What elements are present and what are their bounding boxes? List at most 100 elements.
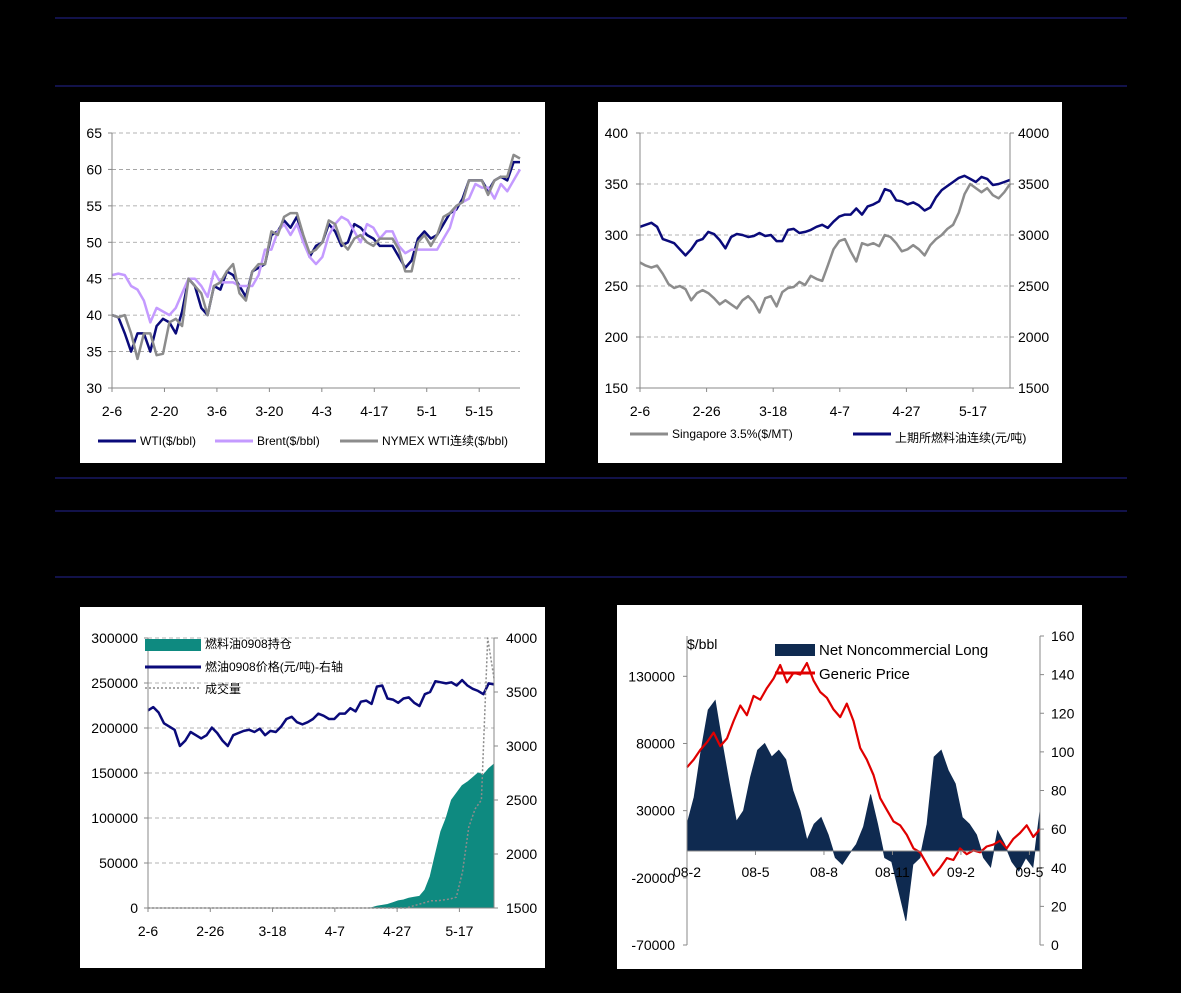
series-line-2 xyxy=(111,153,521,361)
y-tick-label-right: 0 xyxy=(1051,937,1059,953)
legend-label: NYMEX WTI连续($/bbl) xyxy=(382,433,508,448)
y-tick-label-left: 130000 xyxy=(628,668,675,684)
y-tick-label-right: 3000 xyxy=(506,738,537,754)
legend-label: 燃油0908价格(元/吨)-右轴 xyxy=(205,659,343,674)
y-tick-label-right: 140 xyxy=(1051,667,1075,683)
y-tick-label-right: 1500 xyxy=(1018,380,1049,396)
y-tick-label-left: 200000 xyxy=(91,720,138,736)
legend-label: 上期所燃料油连续(元/吨) xyxy=(895,430,1026,445)
y-tick-label-left: -70000 xyxy=(631,937,675,953)
y-tick-label-right: 2500 xyxy=(1018,278,1049,294)
legend-label: Generic Price xyxy=(819,666,910,683)
y-tick-label-left: 350 xyxy=(605,176,629,192)
y-tick-label-left: 200 xyxy=(605,329,629,345)
chart-net-noncommercial-long: -70000 -20000 30000 80000 130000 0 20 40 60 80 100… xyxy=(617,605,1082,969)
x-tick-label: 4-7 xyxy=(830,403,850,419)
header-rule-1 xyxy=(55,17,1127,19)
y-tick-label-left: 250 xyxy=(605,278,629,294)
x-tick-label: 3-18 xyxy=(759,403,787,419)
y-tick-label-right: 2000 xyxy=(1018,329,1049,345)
x-tick-label: 09-2 xyxy=(947,864,975,880)
x-tick-label: 08-8 xyxy=(810,864,838,880)
y-tick-label-left: 100000 xyxy=(91,810,138,826)
y-tick-label-right: 2500 xyxy=(506,792,537,808)
y-tick-label-right: 20 xyxy=(1051,898,1067,914)
x-tick-label: 4-3 xyxy=(312,403,332,419)
chart-crude-oil-prices: 30 35 40 45 50 55 60 65 2-6 2-20 3-6 3-20 4-3 4-17 5-1… xyxy=(80,102,545,463)
x-tick-label: 09-5 xyxy=(1015,864,1043,880)
series-line-0 xyxy=(639,182,1012,314)
y-tick-label-right: 60 xyxy=(1051,821,1067,837)
x-tick-label: 2-6 xyxy=(630,403,650,419)
legend-swatch xyxy=(145,639,201,651)
y-tick-label-right: 3500 xyxy=(1018,176,1049,192)
x-tick-label: 4-27 xyxy=(892,403,920,419)
legend-label: 成交量 xyxy=(205,681,241,696)
x-tick-label: 3-20 xyxy=(255,403,283,419)
y-tick-label-right: 40 xyxy=(1051,860,1067,876)
y-tick-label-left: 80000 xyxy=(636,735,675,751)
chart-fuel-oil-prices: 150 200 250 300 350 400 1500 2000 2500 3000 3500 40… xyxy=(598,102,1062,463)
y-tick-label-left: 30 xyxy=(86,380,102,396)
y-tick-label-left: 150 xyxy=(605,380,629,396)
x-tick-label: 08-11 xyxy=(875,864,910,880)
y-tick-label-left: 55 xyxy=(86,198,102,214)
chart-svg: 0 50000 100000 150000 200000 250000 300000 1500… xyxy=(91,630,537,939)
y-tick-label-left: 150000 xyxy=(91,765,138,781)
series-area-0 xyxy=(148,763,495,909)
y-tick-label-right: 3500 xyxy=(506,684,537,700)
y-tick-label-left: 40 xyxy=(86,307,102,323)
section-rule-1 xyxy=(55,477,1127,479)
x-tick-label: 5-15 xyxy=(465,403,493,419)
series-area-0 xyxy=(686,699,1041,921)
y-tick-label-left: 30000 xyxy=(636,803,675,819)
chart-svg: 30 35 40 45 50 55 60 65 2-6 2-20 3-6 3-20 4-3 4-17 5-1… xyxy=(86,125,522,448)
y-tick-label-left: 65 xyxy=(86,125,102,141)
header-rule-2 xyxy=(55,85,1127,87)
chart-fuel-oil-0908-positions: 0 50000 100000 150000 200000 250000 300000 1500… xyxy=(80,607,545,968)
y-tick-label-left: -20000 xyxy=(631,870,675,886)
y-tick-label-left: 300000 xyxy=(91,630,138,646)
legend-label: Brent($/bbl) xyxy=(257,434,320,448)
y-tick-label-right: 80 xyxy=(1051,783,1067,799)
y-tick-label-right: 100 xyxy=(1051,744,1075,760)
x-tick-label: 4-27 xyxy=(383,923,411,939)
x-tick-label: 4-7 xyxy=(325,923,345,939)
y-tick-label-right: 120 xyxy=(1051,705,1075,721)
y-tick-label-left: 250000 xyxy=(91,675,138,691)
y-tick-label-right: 3000 xyxy=(1018,227,1049,243)
y-tick-label-left: 50 xyxy=(86,234,102,250)
y-tick-label-left: 60 xyxy=(86,161,102,177)
y-axis-label: $/bbl xyxy=(687,636,717,652)
y-tick-label-right: 1500 xyxy=(506,900,537,916)
x-tick-label: 2-6 xyxy=(138,923,158,939)
x-tick-label: 5-1 xyxy=(417,403,437,419)
y-tick-label-left: 300 xyxy=(605,227,629,243)
x-tick-label: 3-18 xyxy=(259,923,287,939)
x-tick-label: 2-20 xyxy=(150,403,178,419)
legend-label: Net Noncommercial Long xyxy=(819,642,988,659)
x-tick-label: 2-6 xyxy=(102,403,122,419)
y-tick-label-left: 400 xyxy=(605,125,629,141)
x-tick-label: 5-17 xyxy=(959,403,987,419)
series-line-1 xyxy=(147,678,495,748)
legend-label: Singapore 3.5%($/MT) xyxy=(672,427,793,441)
x-tick-label: 4-17 xyxy=(360,403,388,419)
x-tick-label: 5-17 xyxy=(445,923,473,939)
series-line-1 xyxy=(111,168,522,324)
legend-swatch xyxy=(775,644,815,656)
y-tick-label-left: 35 xyxy=(86,344,102,360)
x-tick-label: 08-2 xyxy=(673,864,701,880)
series-line-0 xyxy=(111,160,520,353)
x-tick-label: 3-6 xyxy=(207,403,227,419)
series-line-1 xyxy=(639,174,1011,257)
y-tick-label-left: 45 xyxy=(86,271,102,287)
section-rule-3 xyxy=(55,576,1127,578)
x-tick-label: 2-26 xyxy=(196,923,224,939)
y-tick-label-right: 2000 xyxy=(506,846,537,862)
legend-label: WTI($/bbl) xyxy=(140,434,196,448)
y-tick-label-left: 0 xyxy=(130,900,138,916)
section-rule-2 xyxy=(55,510,1127,512)
y-tick-label-left: 50000 xyxy=(99,855,138,871)
y-tick-label-right: 160 xyxy=(1051,628,1075,644)
